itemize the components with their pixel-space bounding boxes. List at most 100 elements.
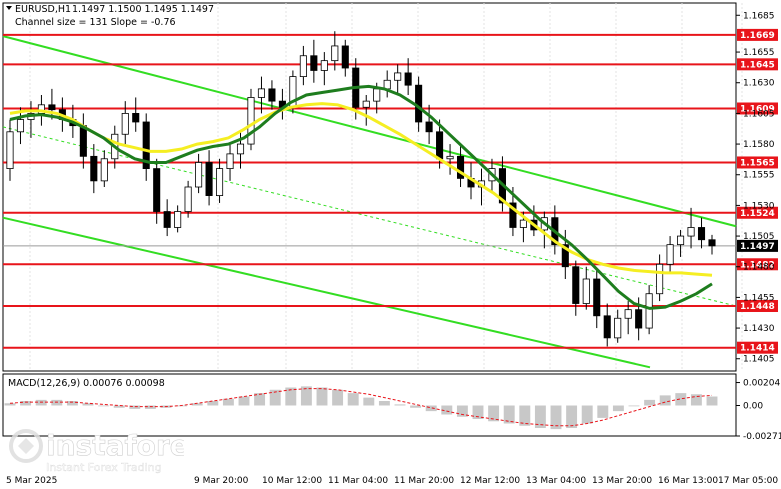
candle bbox=[697, 217, 706, 249]
candle-body bbox=[184, 186, 192, 212]
candle-body bbox=[645, 293, 653, 329]
candle-body bbox=[456, 155, 465, 179]
macd-panel-frame bbox=[2, 373, 737, 437]
candle-body bbox=[425, 121, 433, 133]
candle bbox=[100, 150, 108, 187]
macd-indicator: 0.00204 0.00 -0.00271 bbox=[4, 379, 781, 442]
macd-y-tick-label: 0.00204 bbox=[743, 379, 780, 389]
candle bbox=[331, 31, 339, 71]
macd-y-tick-label: -0.00271 bbox=[743, 432, 781, 442]
macd-signal-line bbox=[9, 388, 713, 427]
candle bbox=[582, 266, 590, 310]
candle-body bbox=[299, 55, 307, 77]
candle-body bbox=[677, 235, 685, 246]
y-tick-label: 1.1430 bbox=[743, 324, 775, 334]
candle-body bbox=[436, 131, 444, 160]
dropdown-triangle-icon[interactable] bbox=[6, 6, 12, 10]
candle-body bbox=[331, 45, 339, 62]
candle-body bbox=[216, 168, 224, 196]
price-axis: 1.1685 1.1655 1.1630 1.1605 1.1580 1.1555 1.15… bbox=[736, 11, 775, 365]
main-panel-frame bbox=[2, 2, 737, 372]
candle bbox=[121, 101, 129, 145]
macd-histogram-bar bbox=[51, 399, 63, 406]
candle bbox=[362, 95, 370, 126]
y-tick-label: 1.1405 bbox=[743, 355, 775, 365]
y-tick-label: 1.1630 bbox=[743, 79, 775, 89]
y-tick-label: 1.1685 bbox=[743, 11, 775, 21]
candle bbox=[257, 76, 266, 114]
x-tick-label: 10 Mar 12:00 bbox=[262, 476, 322, 486]
candle bbox=[16, 107, 25, 145]
x-tick-label: 5 Mar 2025 bbox=[6, 476, 57, 486]
macd-histogram-bar bbox=[332, 389, 344, 406]
macd-histogram-bar bbox=[144, 405, 156, 409]
x-tick-label: 9 Mar 20:00 bbox=[194, 476, 249, 486]
macd-histogram-bar bbox=[644, 399, 656, 406]
ma-green-line bbox=[9, 84, 713, 310]
level-price-label: 1.1565 bbox=[740, 158, 775, 168]
candle bbox=[226, 144, 234, 181]
channel-lower-line bbox=[2, 216, 651, 369]
candle-body bbox=[163, 211, 171, 228]
candle-body bbox=[666, 244, 674, 265]
macd-histogram-bar bbox=[519, 405, 531, 426]
candle-body bbox=[614, 317, 622, 339]
candle-body bbox=[708, 239, 716, 247]
macd-histogram-bar bbox=[378, 401, 390, 406]
candle-body bbox=[16, 119, 25, 133]
y-tick-label: 1.1605 bbox=[743, 109, 775, 119]
macd-y-tick-label: 0.00 bbox=[743, 402, 763, 412]
macd-histogram-bar bbox=[566, 405, 578, 429]
level-price-label: 1.1448 bbox=[740, 302, 775, 312]
macd-histogram-bar bbox=[254, 393, 266, 406]
level-price-label: 1.1414 bbox=[740, 344, 775, 354]
candle-body bbox=[100, 158, 108, 182]
candle bbox=[142, 113, 150, 181]
macd-histogram-bar bbox=[20, 401, 32, 406]
candle-body bbox=[310, 55, 318, 71]
x-tick-label: 13 Mar 20:00 bbox=[592, 476, 652, 486]
candle bbox=[656, 254, 664, 302]
level-price-tag bbox=[737, 58, 778, 71]
current-price-tag bbox=[737, 239, 778, 252]
macd-histogram-bar bbox=[82, 403, 94, 406]
candle bbox=[163, 199, 171, 237]
candle bbox=[184, 180, 192, 218]
level-price-tag bbox=[737, 102, 778, 115]
macd-histogram-bar bbox=[300, 386, 312, 406]
candle bbox=[195, 153, 203, 194]
support-resistance-levels: 1.16691.16451.16091.15651.15241.14821.14… bbox=[3, 28, 778, 354]
candle-body bbox=[205, 162, 213, 196]
candle bbox=[174, 205, 182, 233]
candle-body bbox=[226, 153, 234, 170]
macd-histogram-bar bbox=[675, 393, 687, 406]
x-tick-label: 12 Mar 12:00 bbox=[460, 476, 520, 486]
candle-body bbox=[519, 219, 527, 228]
candle-body bbox=[362, 100, 370, 108]
candle bbox=[456, 146, 465, 187]
macd-histogram-bar bbox=[550, 405, 562, 430]
moving-averages bbox=[9, 84, 713, 310]
candle-body bbox=[320, 60, 328, 71]
macd-histogram-bar bbox=[207, 401, 219, 406]
candle bbox=[310, 39, 318, 83]
candle-body bbox=[656, 263, 664, 295]
macd-histogram-bar bbox=[222, 398, 234, 406]
macd-histogram-bar bbox=[472, 405, 484, 420]
x-tick-label: 16 Mar 13:00 bbox=[658, 476, 718, 486]
candle bbox=[320, 52, 328, 86]
candle-body bbox=[509, 202, 517, 228]
candle-body bbox=[341, 45, 349, 69]
macd-histogram-bar bbox=[503, 405, 515, 424]
y-tick-label: 1.1655 bbox=[743, 48, 775, 58]
ohlc-values: 1.1497 1.1500 1.1495 1.1497 bbox=[72, 4, 214, 15]
x-tick-label: 11 Mar 04:00 bbox=[328, 476, 388, 486]
candle-body bbox=[394, 72, 402, 81]
level-price-tag bbox=[737, 206, 778, 219]
macd-histogram-bar bbox=[238, 396, 250, 406]
time-axis: 5 Mar 2025 9 Mar 20:00 10 Mar 12:00 11 Mar … bbox=[6, 476, 778, 486]
macd-histogram-bar bbox=[659, 395, 671, 406]
candle-body bbox=[268, 88, 276, 102]
y-tick-label: 1.1505 bbox=[743, 232, 775, 242]
macd-histogram-bar bbox=[98, 405, 110, 407]
